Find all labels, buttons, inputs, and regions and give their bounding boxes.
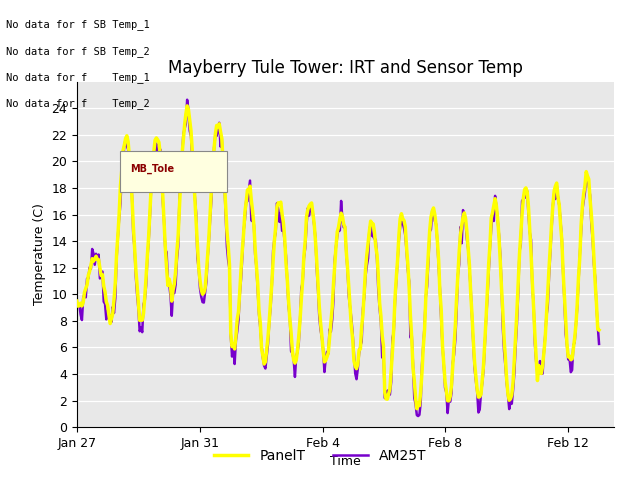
PanelT bbox=[442, 388, 450, 394]
Y-axis label: Temperature (C): Temperature (C) bbox=[33, 204, 45, 305]
AM25T bbox=[595, 341, 603, 347]
Title: Mayberry Tule Tower: IRT and Sensor Temp: Mayberry Tule Tower: IRT and Sensor Temp bbox=[168, 59, 523, 77]
PanelT bbox=[231, 346, 239, 352]
PanelT bbox=[73, 298, 81, 304]
AM25T bbox=[231, 361, 239, 367]
FancyBboxPatch shape bbox=[120, 151, 227, 192]
Legend: PanelT, AM25T: PanelT, AM25T bbox=[208, 443, 432, 468]
AM25T bbox=[249, 217, 257, 223]
AM25T bbox=[73, 301, 81, 307]
Line: AM25T: AM25T bbox=[77, 100, 599, 416]
X-axis label: Time: Time bbox=[330, 456, 361, 468]
Line: PanelT: PanelT bbox=[77, 106, 599, 408]
Text: No data for f SB Temp_1: No data for f SB Temp_1 bbox=[6, 19, 150, 30]
AM25T bbox=[458, 240, 465, 246]
Text: No data for f SB Temp_2: No data for f SB Temp_2 bbox=[6, 46, 150, 57]
AM25T bbox=[414, 413, 422, 419]
Text: No data for f    Temp_2: No data for f Temp_2 bbox=[6, 98, 150, 109]
PanelT bbox=[183, 103, 191, 109]
AM25T bbox=[183, 97, 191, 103]
AM25T bbox=[364, 255, 372, 261]
AM25T bbox=[442, 390, 450, 396]
PanelT bbox=[595, 327, 603, 333]
AM25T bbox=[545, 275, 553, 280]
PanelT bbox=[249, 208, 257, 214]
PanelT bbox=[413, 406, 420, 411]
Text: No data for f    Temp_1: No data for f Temp_1 bbox=[6, 72, 150, 83]
PanelT bbox=[545, 265, 553, 271]
PanelT bbox=[458, 223, 465, 228]
Text: MB_Tole: MB_Tole bbox=[131, 164, 175, 174]
PanelT bbox=[364, 240, 372, 246]
